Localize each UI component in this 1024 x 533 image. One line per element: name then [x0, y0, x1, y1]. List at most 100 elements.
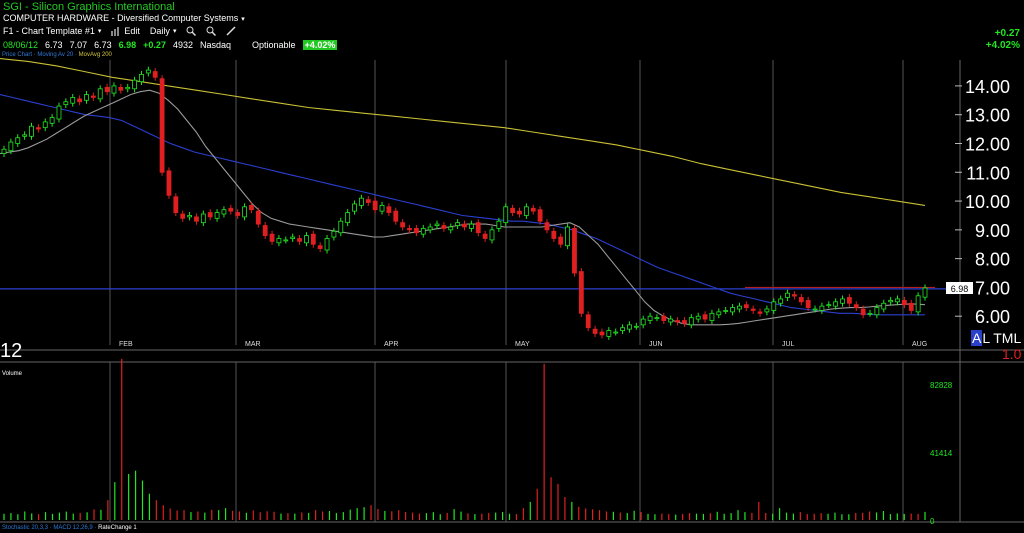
candle-body: [764, 308, 770, 313]
candle-body: [853, 304, 859, 308]
candle-body: [675, 320, 680, 323]
candle-body: [468, 223, 474, 229]
candle-body: [523, 206, 529, 216]
quote-change: +0.27: [143, 40, 166, 50]
candle-body: [448, 226, 454, 231]
candle-body: [235, 212, 241, 216]
candle-body: [125, 86, 131, 90]
volume-tick-label: 0: [930, 517, 935, 526]
candle-body: [695, 315, 701, 320]
candle-body: [661, 315, 667, 321]
quote-volume: 4932: [172, 40, 193, 50]
industry-selector[interactable]: COMPUTER HARDWARE - Diversified Computer…: [3, 13, 245, 23]
candle-body: [716, 311, 722, 316]
candle-body: [145, 69, 151, 74]
ma20-line: [0, 89, 926, 326]
x-tick-label: FEB: [119, 341, 133, 348]
last-price-box: [946, 282, 973, 294]
chevron-down-icon: ▾: [97, 28, 102, 35]
candle-body: [304, 235, 309, 244]
candle-body: [544, 222, 550, 231]
candle-body: [510, 207, 516, 213]
toolbar: F1 - Chart Template #1 ▾ Edit Daily ▾: [3, 26, 236, 36]
candle-body: [132, 79, 137, 90]
candle-body: [200, 213, 206, 224]
template-selector[interactable]: F1 - Chart Template #1 ▾: [3, 26, 101, 36]
candle-body: [737, 305, 742, 310]
candle-body: [688, 317, 694, 326]
candle-body: [139, 73, 144, 82]
altml-label: AL TML: [971, 330, 1021, 346]
draw-tool-button[interactable]: [226, 26, 236, 36]
quote-open: 6.73: [45, 40, 63, 50]
candle-body: [640, 318, 646, 326]
candle-body: [255, 210, 261, 225]
candle-body: [228, 207, 234, 212]
candle-body: [915, 295, 921, 313]
candle-body: [805, 299, 811, 308]
candle-body: [867, 312, 873, 315]
edit-button[interactable]: Edit: [111, 26, 140, 36]
chart-title: SGI - Silicon Graphics International: [3, 1, 175, 13]
legend-stochastic: Stochastic 20,3,3: [2, 525, 49, 531]
candle-body: [8, 141, 14, 152]
candle-body: [63, 101, 69, 106]
candle-body: [77, 98, 83, 103]
change-pct: +4.02%: [985, 40, 1020, 51]
candle-body: [860, 308, 866, 316]
zoom-out-button[interactable]: [206, 26, 217, 36]
y-tick-label: 10.00: [965, 192, 1010, 212]
y-tick-label: 13.00: [965, 106, 1010, 126]
chevron-down-icon: ▾: [241, 16, 245, 23]
candle-body: [757, 311, 763, 314]
candle-body: [166, 170, 172, 196]
change-pct-badge: +4.02%: [302, 40, 338, 50]
candle-body: [317, 245, 323, 249]
candle-body: [97, 88, 103, 100]
candle-body: [462, 223, 467, 228]
candle-body: [297, 238, 302, 242]
candle-body: [242, 206, 247, 218]
zoom-in-button[interactable]: [186, 26, 197, 36]
pencil-icon: [226, 26, 236, 36]
candle-body: [420, 228, 426, 235]
candle-body: [35, 127, 41, 130]
candle-body: [386, 206, 392, 213]
candle-body: [427, 226, 433, 231]
legend-ratechange: RateChange 1: [98, 525, 137, 531]
candle-body: [22, 134, 28, 137]
candle-body: [393, 210, 399, 222]
candle-body: [778, 298, 784, 304]
candle-body: [475, 222, 481, 234]
quote-close: 6.98: [118, 40, 137, 50]
candle-body: [345, 212, 351, 224]
edit-label: Edit: [124, 26, 140, 36]
candle-body: [118, 86, 124, 91]
altml-text: L TML: [982, 330, 1022, 346]
candle-body: [42, 121, 48, 129]
legend-ma20: Moving Av 20: [37, 52, 74, 58]
candle-body: [262, 225, 268, 237]
candle-body: [908, 302, 914, 311]
x-tick-label: APR: [384, 341, 398, 348]
x-tick-label: MAR: [245, 341, 261, 348]
candle-body: [517, 210, 522, 215]
candle-body: [682, 320, 687, 324]
period-selector[interactable]: Daily ▾: [150, 26, 177, 36]
candle-body: [874, 307, 880, 316]
candle-body: [551, 230, 557, 239]
zoom-out-icon: [206, 26, 217, 36]
candle-body: [833, 301, 839, 307]
candle-body: [812, 308, 818, 311]
ma200-line: [0, 58, 926, 206]
y-tick-label: 12.00: [965, 134, 1010, 154]
candle-body: [173, 196, 179, 213]
candle-body: [482, 233, 488, 239]
candle-body: [620, 327, 625, 332]
quote-low: 6.73: [94, 40, 112, 50]
legend-macd: MACD 12,26,9: [53, 525, 93, 531]
y-tick-label: 7.00: [975, 278, 1010, 298]
candle-body: [599, 331, 605, 336]
candle-body: [792, 294, 797, 297]
